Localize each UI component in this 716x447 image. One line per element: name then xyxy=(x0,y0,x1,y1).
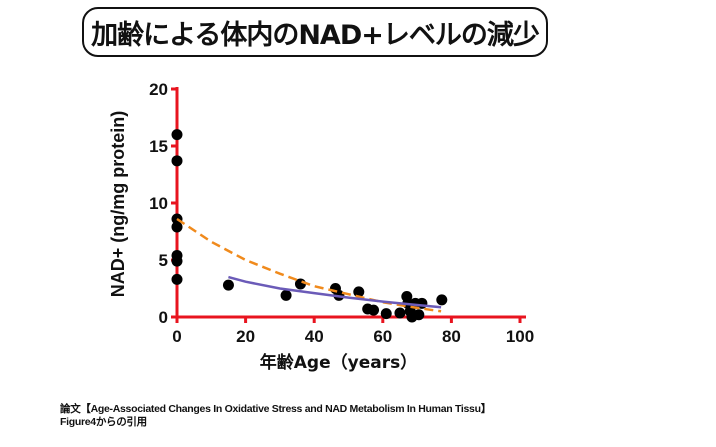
x-tick-label: 20 xyxy=(236,327,255,346)
x-axis-label: 年齢Age（years） xyxy=(260,352,417,373)
data-point xyxy=(368,304,380,316)
data-point xyxy=(222,279,234,291)
solid-fit-line xyxy=(228,275,442,309)
data-point xyxy=(171,129,183,141)
data-point xyxy=(280,289,292,301)
x-tick-label: 40 xyxy=(305,327,324,346)
x-tick-label: 100 xyxy=(506,327,534,346)
data-point xyxy=(353,286,365,298)
y-tick-label: 0 xyxy=(159,308,168,327)
y-tick-label: 15 xyxy=(149,137,168,156)
y-tick-label: 10 xyxy=(149,194,168,213)
data-point xyxy=(436,294,448,306)
x-tick-label: 60 xyxy=(373,327,392,346)
y-tick-label: 20 xyxy=(149,80,168,99)
data-point xyxy=(171,155,183,167)
x-tick-label: 80 xyxy=(442,327,461,346)
citation-line-2: Figure4からの引用 xyxy=(60,416,147,428)
data-point xyxy=(394,307,406,319)
data-point xyxy=(171,221,183,233)
data-point xyxy=(380,308,392,320)
citation-line-1: 論文【Age-Associated Changes In Oxidative S… xyxy=(60,403,491,415)
data-point xyxy=(171,255,183,267)
x-tick-label: 0 xyxy=(172,327,181,346)
y-axis-label: NAD+ (ng/mg protein) xyxy=(108,111,128,298)
citation: 論文【Age-Associated Changes In Oxidative S… xyxy=(60,403,491,429)
chart-title: 加齢による体内のNAD+レベルの減少 xyxy=(91,19,540,51)
chart-title-box: 加齢による体内のNAD+レベルの減少 xyxy=(82,7,548,57)
data-point xyxy=(171,273,183,285)
data-point xyxy=(413,309,425,321)
y-tick-label: 5 xyxy=(159,251,168,270)
